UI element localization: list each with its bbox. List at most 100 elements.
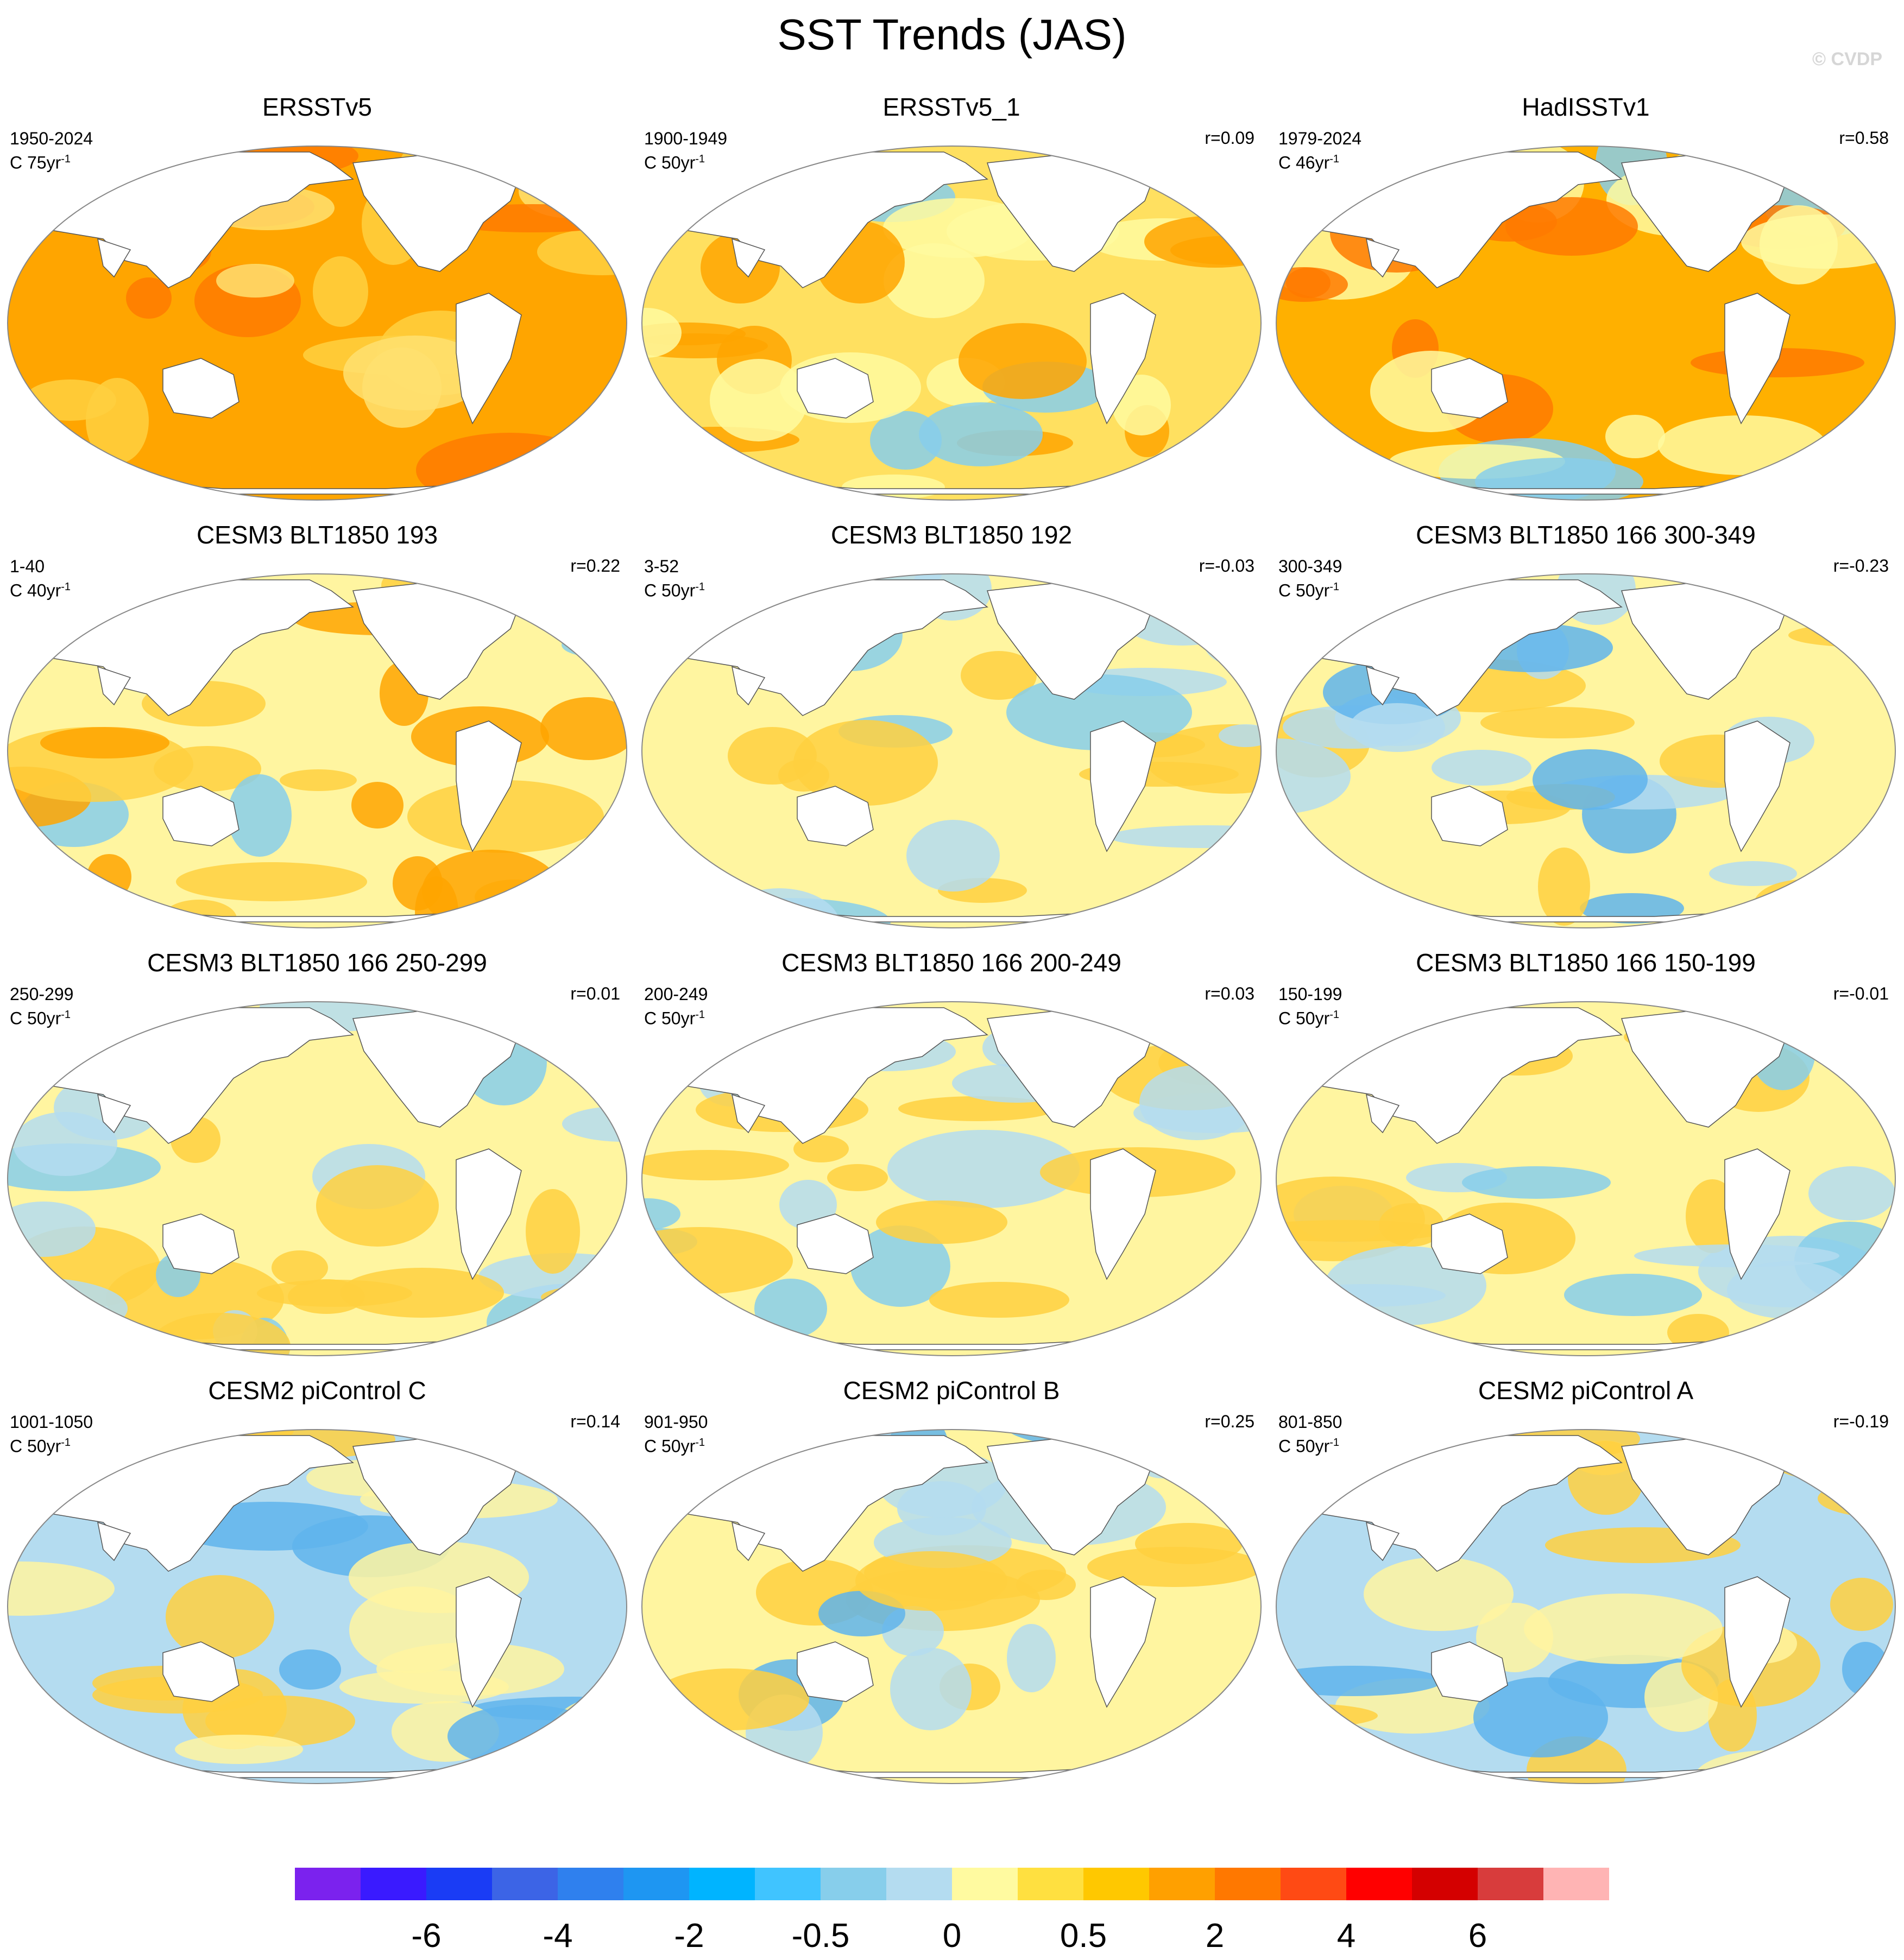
anomaly-patch [1202,1006,1261,1034]
panel-correlation: r=0.09 [1205,128,1254,148]
panel-units: C 50yr-1 [644,577,705,601]
anomaly-patch [526,1189,580,1274]
colorbar-swatch [623,1868,689,1900]
panel-period: 1900-1949 [644,129,728,148]
anomaly-patch [961,651,1037,700]
anomaly-patch [313,256,368,327]
anomaly-patch [1475,458,1643,500]
map-outline [1276,146,1896,501]
anomaly-patch [827,1164,888,1191]
colorbar-swatch [952,1868,1018,1900]
panel-units-text: C 50yr [1278,580,1330,600]
australia-land [1431,1641,1508,1702]
greenland-land [493,1007,555,1041]
anomaly-patch [279,1649,341,1690]
panel-period-units: 150-199 C 50yr-1 [1278,984,1342,1029]
sst-map [7,573,627,928]
greenland-land [1127,1007,1189,1041]
anomaly-patch [1505,197,1638,256]
panel-units: C 50yr-1 [1278,1004,1342,1029]
panel-period-units: 300-349 C 50yr-1 [1278,556,1342,601]
panel-units-text: C 50yr [644,1436,696,1456]
india-land [1366,1093,1400,1134]
panel-title: CESM2 piControl C [208,1376,426,1405]
panel-period-units: 901-950 C 50yr-1 [644,1412,708,1457]
greenland-land [1762,151,1824,185]
india-land [732,238,766,278]
panel-correlation: r=0.25 [1205,1412,1254,1431]
australia-land [797,1641,874,1702]
panel-period: 300-349 [1278,557,1342,576]
anomaly-patch [126,277,172,319]
panel-units: C 50yr-1 [1278,1432,1342,1457]
south-america-land [1090,1576,1156,1708]
colorbar-labels: -6 -4 -2 -0.5 0 0.5 2 4 6 [0,1917,1904,1960]
europe-land [537,1013,614,1063]
panel-units-text: C 50yr [644,580,696,600]
anomaly-patch [1139,1065,1254,1140]
sst-map [1276,573,1896,928]
india-land [97,666,131,706]
colorbar-swatch [492,1868,558,1900]
anomaly-patch [502,574,627,611]
panel-period: 801-850 [1278,1412,1342,1432]
anomaly-patch [8,574,96,583]
map-outline [7,1001,627,1356]
anomaly-patch [1564,1274,1702,1316]
south-america-land [456,720,522,852]
watermark: © CVDP [1812,49,1882,69]
panel-period-units: 3-52 C 50yr-1 [644,556,705,601]
anomaly-patch [1754,880,1852,928]
map-outline [7,573,627,928]
map-outline [1276,1001,1896,1356]
colorbar-swatch [821,1868,886,1900]
australia-land [162,786,239,846]
anomaly-patch [1538,848,1590,926]
europe-land [1171,157,1249,207]
australia-land [797,1213,874,1274]
sst-map [641,146,1262,501]
anomaly-patch [1473,1677,1608,1757]
colorbar-swatch [1543,1868,1609,1900]
panel-title: CESM2 piControl B [843,1376,1060,1405]
panel-correlation: r=0.03 [1205,984,1254,1003]
anomaly-patch [1276,1019,1340,1070]
panel-units-superscript: -1 [695,581,705,593]
panel-period-units: 1900-1949 C 50yr-1 [644,128,727,173]
sst-map [7,1001,627,1356]
australia-land [162,1641,239,1702]
anomaly-patch [257,1280,412,1307]
panel-units-superscript: -1 [695,153,705,165]
australia-land [1431,358,1508,419]
europe-land [537,585,614,635]
europe-land [537,157,614,207]
anomaly-patch [1007,1624,1056,1692]
europe-land [1806,1440,1883,1490]
panel-units: C 75yr-1 [10,149,93,173]
anomaly-patch [842,475,945,500]
panel-units: C 50yr-1 [10,1004,73,1029]
panel-units-superscript: -1 [1329,581,1340,593]
map-outline [1276,573,1896,928]
map-outline [641,1001,1262,1356]
india-land [1366,666,1400,706]
colorbar-tick-label: 6 [1468,1917,1487,1955]
panel-period: 150-199 [1278,984,1342,1004]
panel-units-superscript: -1 [61,153,71,165]
anomaly-patch [216,264,294,298]
panel-units-text: C 50yr [10,1436,61,1456]
panel-period: 1-40 [10,557,45,576]
europe-land [1806,1013,1883,1063]
south-america-land [1724,1576,1790,1708]
anomaly-patch [8,453,87,500]
anomaly-patch [1364,1557,1514,1631]
anomaly-patch [1161,1447,1228,1486]
anomaly-patch [1808,1166,1895,1221]
colorbar-swatch [1478,1868,1543,1900]
figure-title: SST Trends (JAS) [777,10,1127,59]
map-panel: CESM2 piControl B 901-950 C 50yr-1 r=0.25 [634,1370,1269,1799]
australia-land [162,358,239,419]
panel-units-text: C 75yr [10,153,61,173]
anomaly-patch [1432,750,1531,786]
anomaly-patch [1533,749,1648,810]
